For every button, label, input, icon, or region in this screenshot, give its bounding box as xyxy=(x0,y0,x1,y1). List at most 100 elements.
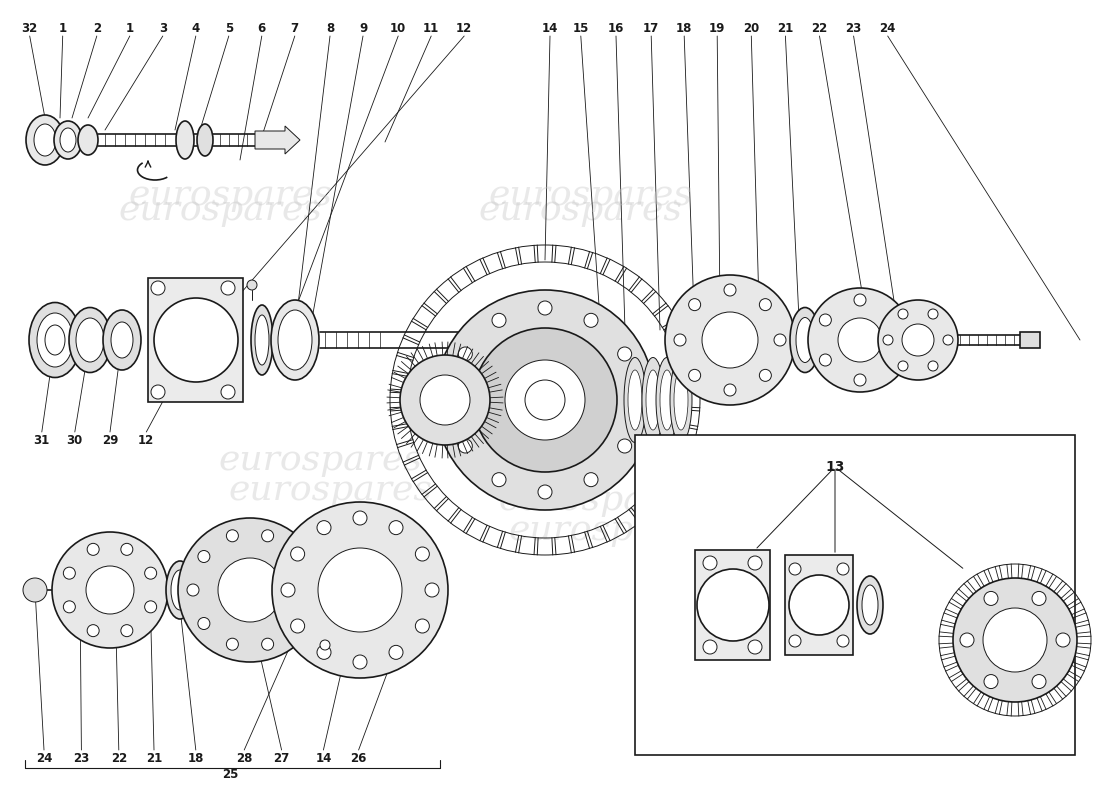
Text: eurospares: eurospares xyxy=(128,178,332,212)
Text: 10: 10 xyxy=(390,22,406,34)
Circle shape xyxy=(984,674,998,689)
Circle shape xyxy=(154,298,238,382)
Circle shape xyxy=(759,370,771,382)
Ellipse shape xyxy=(45,325,65,355)
Circle shape xyxy=(838,318,882,362)
Circle shape xyxy=(492,314,506,327)
Circle shape xyxy=(789,635,801,647)
Text: 16: 16 xyxy=(608,22,624,34)
Ellipse shape xyxy=(198,566,218,614)
Ellipse shape xyxy=(888,323,902,357)
Text: 28: 28 xyxy=(236,751,252,765)
Circle shape xyxy=(262,638,274,650)
Circle shape xyxy=(774,334,786,346)
Text: 31: 31 xyxy=(34,434,50,446)
Text: 23: 23 xyxy=(74,751,89,765)
Text: 18: 18 xyxy=(676,22,692,34)
Circle shape xyxy=(198,550,210,562)
Circle shape xyxy=(353,655,367,669)
Text: 1: 1 xyxy=(58,22,67,34)
Ellipse shape xyxy=(111,322,133,358)
Circle shape xyxy=(64,601,75,613)
Circle shape xyxy=(943,335,953,345)
Circle shape xyxy=(724,384,736,396)
Circle shape xyxy=(889,314,901,326)
Circle shape xyxy=(618,347,631,361)
Circle shape xyxy=(420,375,470,425)
Circle shape xyxy=(759,298,771,310)
Circle shape xyxy=(666,275,795,405)
Ellipse shape xyxy=(29,302,81,378)
Text: 22: 22 xyxy=(111,751,126,765)
Circle shape xyxy=(121,543,133,555)
Text: 22: 22 xyxy=(812,22,827,34)
Ellipse shape xyxy=(823,314,847,366)
Circle shape xyxy=(820,314,832,326)
Text: eurospares: eurospares xyxy=(508,513,712,547)
Text: 2: 2 xyxy=(92,22,101,34)
Circle shape xyxy=(525,380,565,420)
Text: 5: 5 xyxy=(224,22,233,34)
Ellipse shape xyxy=(37,313,73,367)
Text: 21: 21 xyxy=(778,22,793,34)
Text: 17: 17 xyxy=(644,22,659,34)
Circle shape xyxy=(459,439,472,453)
Text: 30: 30 xyxy=(67,434,82,446)
Circle shape xyxy=(151,281,165,295)
Circle shape xyxy=(145,567,156,579)
Circle shape xyxy=(121,625,133,637)
Circle shape xyxy=(618,439,631,453)
Circle shape xyxy=(198,618,210,630)
Ellipse shape xyxy=(170,570,189,610)
Text: 21: 21 xyxy=(146,751,162,765)
Text: 24: 24 xyxy=(880,22,895,34)
Circle shape xyxy=(505,360,585,440)
Circle shape xyxy=(187,584,199,596)
Circle shape xyxy=(317,521,331,534)
Bar xyxy=(785,555,852,655)
Circle shape xyxy=(290,618,303,630)
Circle shape xyxy=(416,547,429,561)
Text: 3: 3 xyxy=(158,22,167,34)
Circle shape xyxy=(748,556,762,570)
Text: eurospares: eurospares xyxy=(228,473,432,507)
Ellipse shape xyxy=(796,318,814,362)
Circle shape xyxy=(898,361,907,371)
Circle shape xyxy=(584,314,598,327)
Circle shape xyxy=(984,591,998,606)
Circle shape xyxy=(953,578,1077,702)
Circle shape xyxy=(928,309,938,319)
Text: 23: 23 xyxy=(846,22,861,34)
Ellipse shape xyxy=(790,307,820,373)
Circle shape xyxy=(538,301,552,315)
Text: 9: 9 xyxy=(359,22,367,34)
Ellipse shape xyxy=(646,370,660,430)
Text: eurospares: eurospares xyxy=(118,193,322,227)
Circle shape xyxy=(1056,633,1070,647)
Text: 26: 26 xyxy=(351,751,366,765)
Ellipse shape xyxy=(642,358,664,442)
Ellipse shape xyxy=(69,307,111,373)
Circle shape xyxy=(290,547,305,561)
Circle shape xyxy=(318,548,402,632)
Circle shape xyxy=(1032,591,1046,606)
Text: eurospares: eurospares xyxy=(478,193,682,227)
Text: 7: 7 xyxy=(290,22,299,34)
Circle shape xyxy=(697,569,769,641)
Bar xyxy=(695,550,770,660)
Text: 14: 14 xyxy=(316,751,331,765)
Circle shape xyxy=(400,355,490,445)
Ellipse shape xyxy=(166,561,194,619)
Text: 18: 18 xyxy=(188,751,204,765)
Circle shape xyxy=(702,312,758,368)
Circle shape xyxy=(320,640,330,650)
Circle shape xyxy=(459,347,472,361)
Ellipse shape xyxy=(54,121,82,159)
Circle shape xyxy=(87,625,99,637)
Ellipse shape xyxy=(76,318,104,362)
Circle shape xyxy=(584,473,598,486)
Text: 13: 13 xyxy=(825,460,845,474)
Text: eurospares: eurospares xyxy=(218,443,422,477)
Circle shape xyxy=(280,583,295,597)
Circle shape xyxy=(538,485,552,499)
